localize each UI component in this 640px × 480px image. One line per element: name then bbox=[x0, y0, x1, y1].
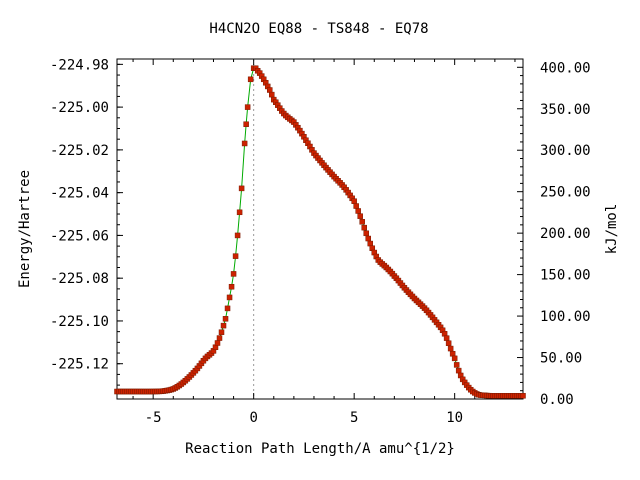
data-point bbox=[455, 367, 462, 374]
data-point bbox=[232, 253, 239, 259]
data-point bbox=[449, 351, 456, 357]
data-point bbox=[218, 329, 225, 335]
data-point bbox=[361, 224, 367, 231]
data-point bbox=[447, 345, 454, 352]
y2-tick-label: 300.00 bbox=[540, 143, 591, 159]
data-point bbox=[241, 140, 248, 147]
y-tick-label: -225.04 bbox=[50, 186, 109, 202]
x-axis-label: Reaction Path Length/A amu^{1/2} bbox=[185, 441, 455, 457]
y2-tick-label: 400.00 bbox=[540, 60, 591, 76]
data-point bbox=[357, 213, 363, 219]
data-point bbox=[226, 294, 233, 301]
data-point bbox=[244, 104, 251, 110]
data-point bbox=[222, 316, 229, 322]
data-point bbox=[355, 208, 361, 214]
data-point bbox=[363, 230, 369, 237]
y2-tick-label: 100.00 bbox=[540, 309, 591, 325]
data-point bbox=[351, 198, 357, 204]
data-point bbox=[267, 87, 273, 93]
energy-curve bbox=[117, 67, 523, 397]
data-point bbox=[359, 219, 365, 225]
y-tick-label: -225.00 bbox=[50, 100, 109, 116]
data-point bbox=[445, 340, 452, 346]
data-point bbox=[247, 76, 254, 83]
data-point bbox=[453, 362, 460, 368]
y-axis-label: Energy/Hartree bbox=[17, 170, 33, 288]
data-point bbox=[367, 240, 373, 247]
data-point bbox=[269, 91, 275, 98]
data-point bbox=[236, 209, 243, 216]
y-tick-label: -225.10 bbox=[50, 314, 109, 330]
data-point bbox=[451, 355, 458, 362]
data-point bbox=[214, 340, 221, 346]
y2-axis-label: kJ/mol bbox=[604, 204, 620, 255]
x-tick-label: 10 bbox=[446, 410, 463, 426]
y-tick-label: -225.06 bbox=[50, 228, 109, 244]
y2-tick-label: 150.00 bbox=[540, 268, 591, 284]
x-tick-label: 0 bbox=[249, 410, 257, 426]
data-point bbox=[365, 235, 371, 242]
data-point bbox=[228, 283, 235, 290]
y2-tick-label: 350.00 bbox=[540, 102, 591, 118]
data-point bbox=[220, 322, 227, 329]
data-point bbox=[230, 271, 237, 277]
data-point bbox=[243, 121, 249, 127]
y2-tick-label: 250.00 bbox=[540, 185, 591, 201]
y-tick-label: -225.08 bbox=[50, 271, 109, 287]
data-point bbox=[224, 305, 231, 312]
x-tick-label: -5 bbox=[145, 410, 162, 426]
y-tick-label: -225.02 bbox=[50, 143, 109, 159]
y-tick-label: -224.98 bbox=[50, 57, 109, 73]
data-point bbox=[443, 335, 450, 341]
data-point bbox=[520, 393, 526, 399]
data-point bbox=[353, 203, 359, 209]
x-tick-label: 5 bbox=[350, 410, 358, 426]
y2-tick-label: 0.00 bbox=[540, 392, 574, 408]
plot-area bbox=[116, 58, 524, 400]
data-point bbox=[216, 335, 223, 341]
y2-tick-label: 200.00 bbox=[540, 226, 591, 242]
data-point bbox=[238, 185, 245, 192]
y2-tick-label: 50.00 bbox=[540, 351, 582, 367]
y-tick-label: -225.12 bbox=[50, 357, 109, 373]
chart-title: H4CN2O EQ88 - TS848 - EQ78 bbox=[209, 21, 428, 37]
data-point bbox=[234, 232, 241, 239]
